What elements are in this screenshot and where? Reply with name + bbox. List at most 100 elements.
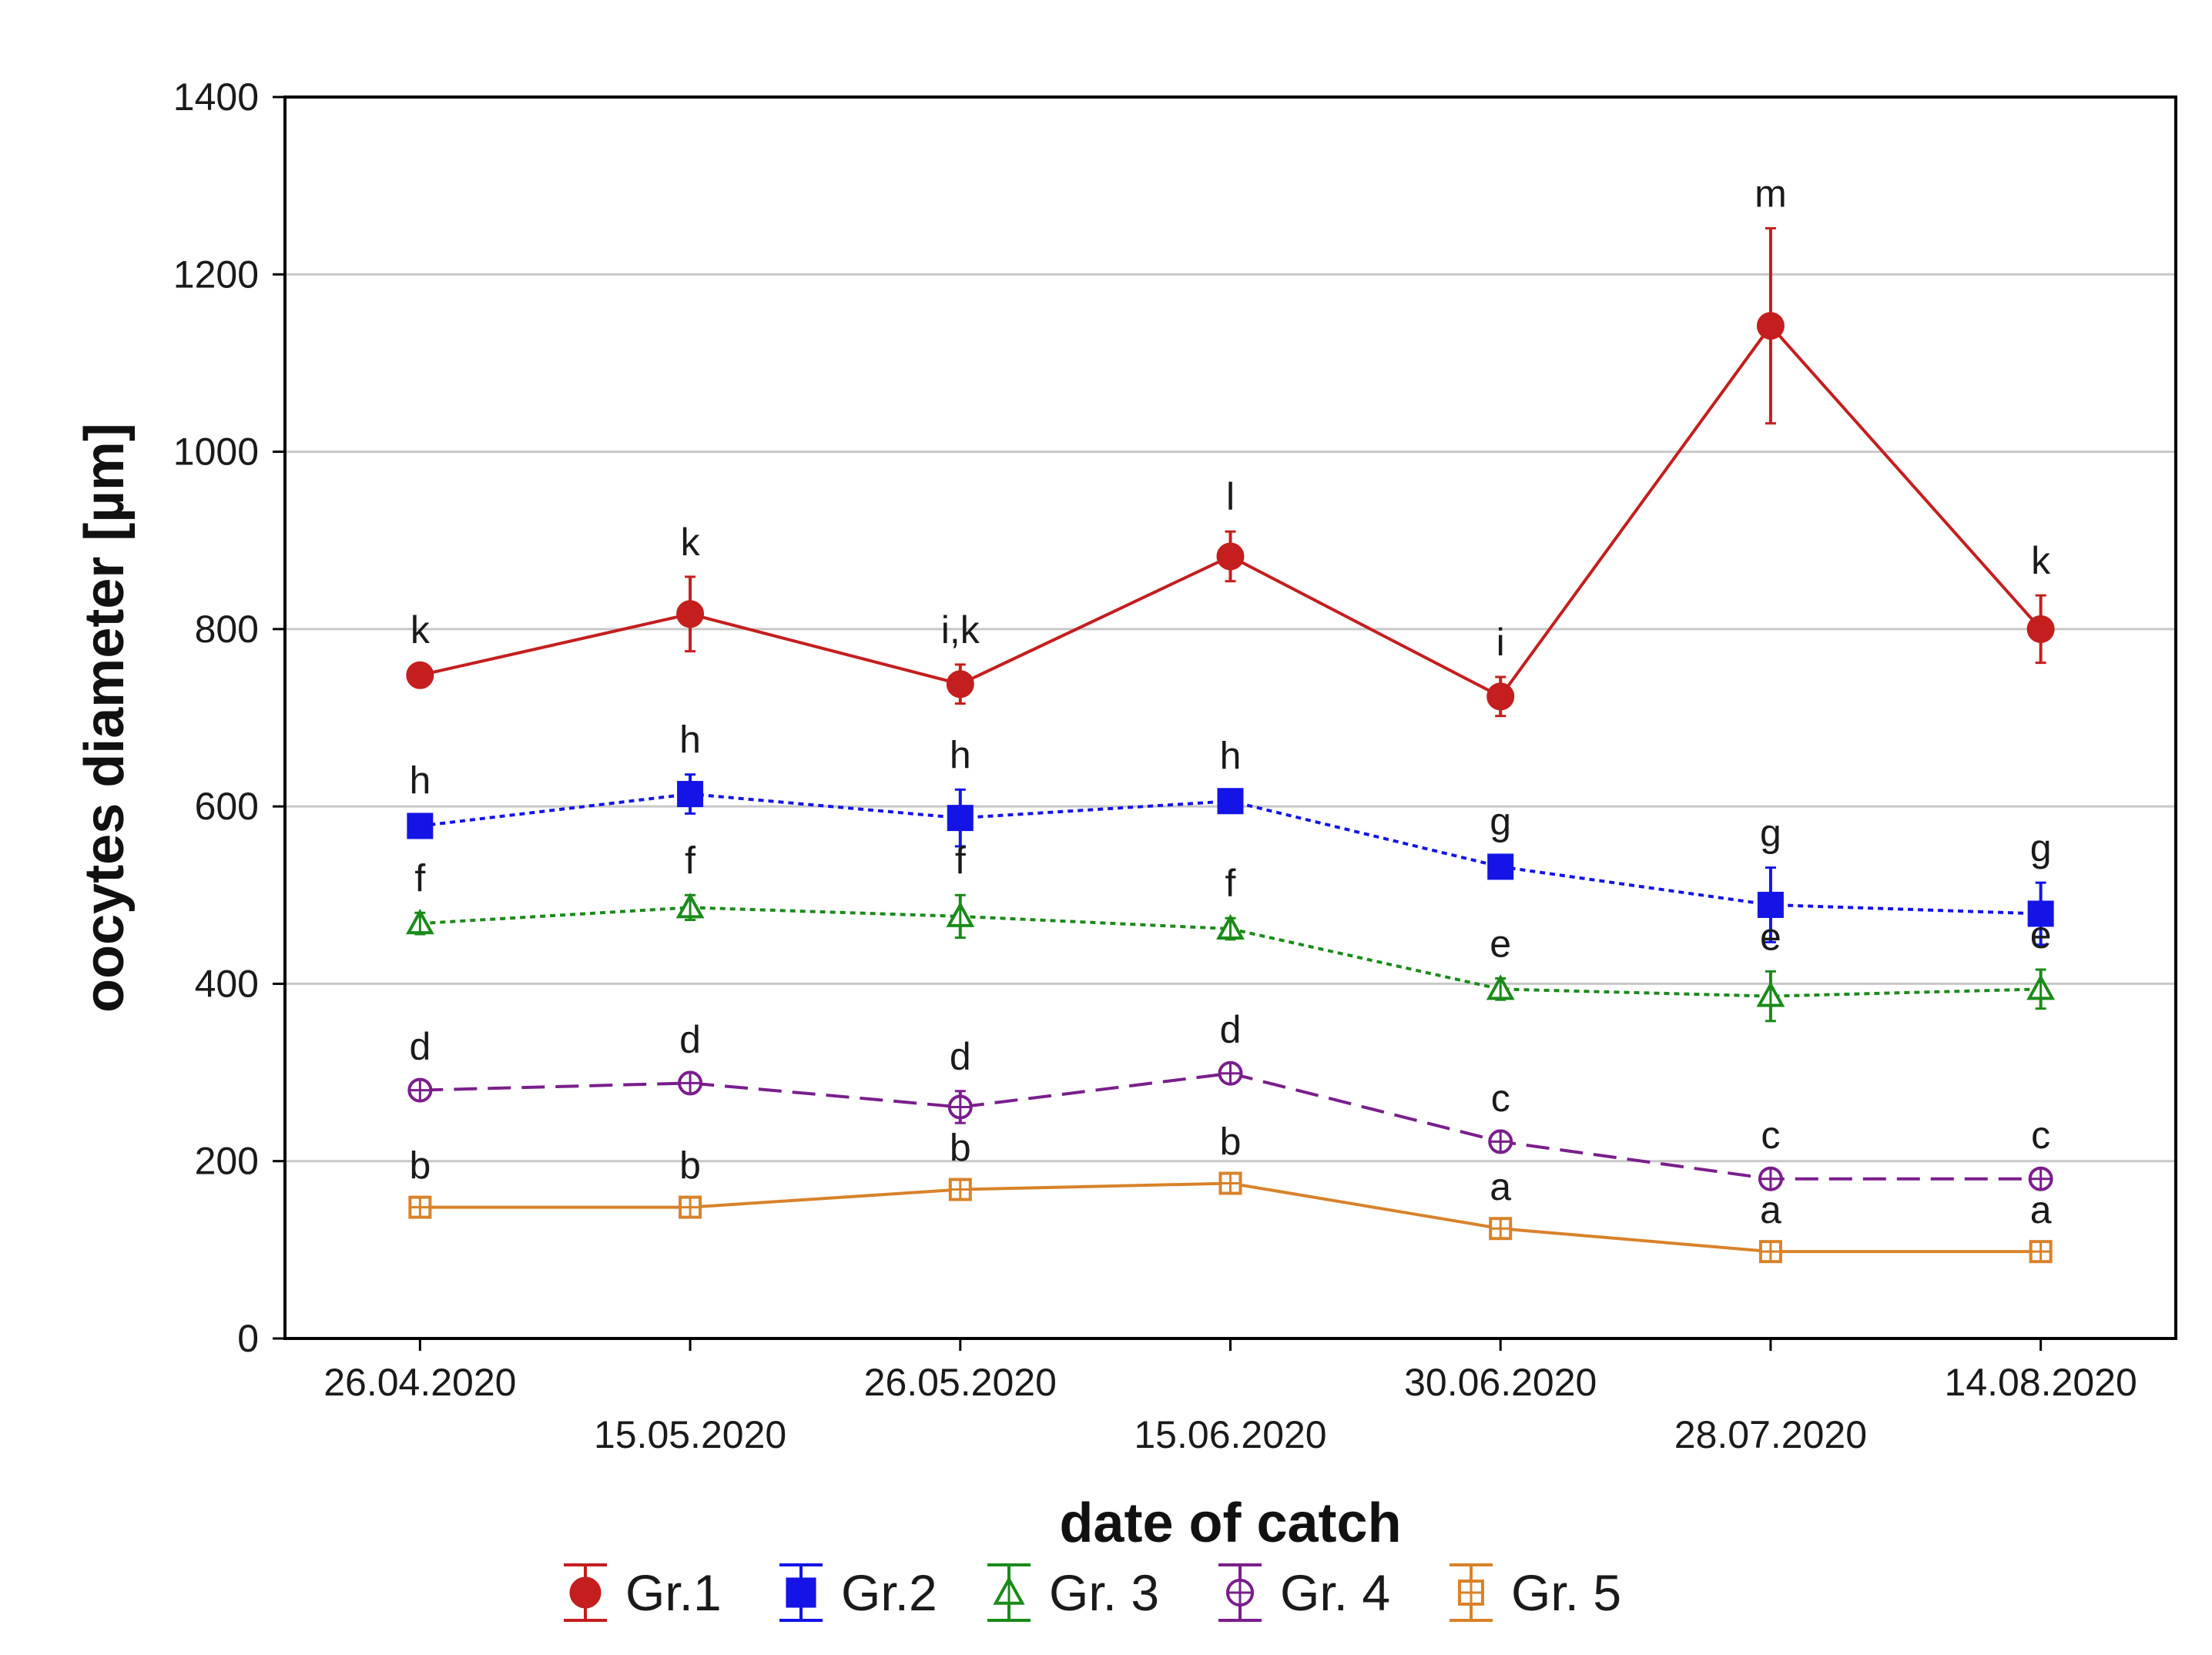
series-1 [406, 226, 2055, 718]
legend-item-4: Gr. 4 [1218, 1563, 1390, 1622]
data-point [1756, 981, 1785, 1007]
data-point [947, 805, 974, 832]
significance-letter: b [679, 1144, 701, 1187]
significance-letter: l [1226, 475, 1235, 518]
series-3 [405, 893, 2056, 1023]
data-point [947, 1094, 973, 1120]
legend: Gr.1 Gr.2 Gr. 3 Gr. 4 Gr. 5 [564, 1563, 1621, 1622]
data-point [2029, 1240, 2053, 1264]
data-point [1486, 974, 1515, 1000]
series [405, 226, 2056, 1264]
x-tick-label: 30.06.2020 [1404, 1361, 1597, 1404]
data-point [1217, 788, 1244, 815]
legend-item-1: Gr.1 [564, 1563, 722, 1622]
marker-shape [677, 781, 704, 808]
data-point [408, 1195, 432, 1219]
series-5 [408, 1171, 2053, 1264]
significance-letter: m [1755, 172, 1787, 215]
x-tick-label: 26.05.2020 [864, 1361, 1057, 1404]
x-tick-label: 15.06.2020 [1134, 1413, 1326, 1456]
marker-shape [407, 812, 434, 839]
significance-letter: a [1760, 1188, 1781, 1231]
significance-letter: e [1760, 915, 1781, 958]
marker-shape [1487, 853, 1514, 880]
significance-letter: h [409, 759, 431, 802]
significance-letter: d [1220, 1008, 1242, 1051]
data-point [1756, 312, 1785, 340]
significance-letter: g [2030, 826, 2052, 869]
significance-letter: d [409, 1025, 431, 1068]
marker-shape [946, 670, 974, 699]
y-tick-label: 1200 [173, 253, 259, 296]
significance-letters: k k i,k l i m k h h h h g g g f f f f e e e d d d d c c c b b b b a a a [409, 172, 2051, 1231]
significance-letter: h [679, 719, 701, 762]
data-point [679, 1195, 702, 1219]
legend-item-2: Gr.2 [779, 1563, 937, 1622]
data-point [675, 893, 705, 919]
significance-letter: f [414, 856, 425, 900]
y-tick-label: 600 [195, 785, 259, 828]
significance-letter: f [685, 839, 695, 882]
y-tick-label: 1000 [173, 431, 259, 474]
significance-letter: f [955, 839, 966, 882]
data-point [1218, 1060, 1243, 1086]
legend-label: Gr. 4 [1280, 1564, 1390, 1621]
legend-marker [569, 1576, 602, 1609]
significance-letter: d [679, 1018, 701, 1061]
significance-letter: a [1490, 1165, 1511, 1208]
series-2 [407, 773, 2054, 946]
y-tick-label: 400 [195, 962, 259, 1005]
data-point [1487, 853, 1514, 880]
significance-letter: d [950, 1035, 971, 1078]
y-axis-title: oocytes diameter [µm] [74, 423, 136, 1013]
marker-shape [676, 600, 705, 628]
significance-letter: c [1761, 1114, 1780, 1157]
significance-letter: b [409, 1144, 431, 1187]
marker-shape [947, 805, 974, 832]
legend-item-3: Gr. 3 [987, 1563, 1159, 1622]
marker-shape [1756, 312, 1785, 340]
data-point [948, 1178, 972, 1201]
significance-letter: i,k [941, 608, 980, 652]
legend-item-5: Gr. 5 [1450, 1563, 1621, 1622]
marker-shape [569, 1576, 602, 1609]
significance-letter: k [2031, 539, 2051, 582]
marker-shape [2027, 900, 2054, 927]
data-point [406, 661, 434, 689]
significance-letter: c [1491, 1077, 1510, 1120]
data-point [1488, 1129, 1513, 1154]
significance-letter: b [1220, 1120, 1242, 1163]
legend-label: Gr.1 [625, 1564, 722, 1621]
axes: 0 200 400 600 800 1000 1200 1400 26.04.2020 15.05… [173, 75, 2137, 1456]
legend-label: Gr. 5 [1511, 1564, 1621, 1621]
x-axis-title: date of catch [1059, 1493, 1401, 1554]
legend-marker [786, 1577, 816, 1608]
data-point [946, 901, 975, 927]
significance-letter: c [2031, 1114, 2050, 1157]
significance-letter: g [1760, 812, 1781, 855]
x-tick-label: 28.07.2020 [1674, 1413, 1867, 1456]
significance-letter: f [1225, 862, 1236, 905]
data-point [946, 670, 974, 699]
significance-letter: b [950, 1126, 971, 1169]
data-point [1758, 1166, 1783, 1191]
legend-marker [1225, 1578, 1255, 1607]
data-point [1216, 542, 1245, 571]
marker-shape [1217, 788, 1244, 815]
series-4 [407, 1060, 2053, 1191]
data-point [1218, 1171, 1242, 1195]
marker-shape [786, 1577, 816, 1608]
x-tick-label: 26.04.2020 [323, 1361, 516, 1404]
marker-shape [1486, 682, 1515, 711]
data-point [407, 1077, 433, 1103]
x-tick-label: 15.05.2020 [594, 1413, 786, 1456]
data-point [407, 812, 434, 839]
significance-letter: a [2030, 1188, 2052, 1231]
data-point [2027, 900, 2054, 927]
data-point [677, 781, 704, 808]
y-tick-label: 1400 [173, 75, 259, 119]
significance-letter: h [1220, 734, 1242, 777]
legend-label: Gr.2 [841, 1564, 937, 1621]
data-point [2026, 974, 2056, 1000]
